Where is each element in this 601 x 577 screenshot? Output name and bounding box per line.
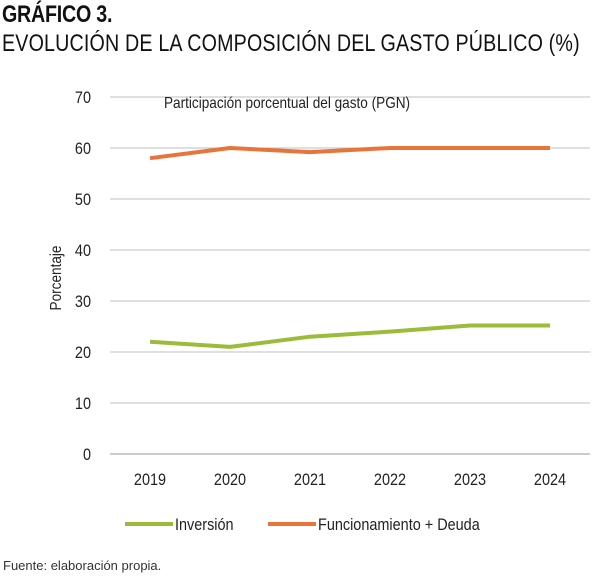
source-note: Fuente: elaboración propia. bbox=[3, 558, 162, 573]
data-point bbox=[548, 146, 552, 150]
data-point bbox=[228, 146, 232, 150]
x-tick-label: 2022 bbox=[374, 471, 406, 489]
data-point bbox=[548, 323, 552, 327]
y-tick-label: 30 bbox=[75, 293, 91, 311]
data-point bbox=[388, 146, 392, 150]
series-line-1 bbox=[149, 323, 550, 349]
x-tick-label: 2020 bbox=[214, 471, 246, 489]
legend-label-1: Inversión bbox=[175, 516, 234, 534]
y-tick-label: 50 bbox=[75, 191, 91, 209]
data-point bbox=[148, 156, 152, 160]
legend-label-2: Funcionamiento + Deuda bbox=[318, 516, 480, 534]
figure-title: EVOLUCIÓN DE LA COMPOSICIÓN DEL GASTO PÚ… bbox=[2, 30, 580, 57]
figure-label: GRÁFICO 3. bbox=[2, 1, 113, 28]
y-tick-label: 60 bbox=[75, 140, 91, 158]
y-tick-label: 0 bbox=[83, 446, 91, 464]
chart-subtitle: Participación porcentual del gasto (PGN) bbox=[164, 95, 410, 112]
data-point bbox=[308, 335, 312, 339]
y-axis-label: Porcentaje bbox=[48, 246, 65, 311]
y-tick-label: 10 bbox=[75, 395, 91, 413]
y-tick-label: 70 bbox=[75, 89, 91, 107]
x-tick-label: 2019 bbox=[134, 471, 166, 489]
data-point bbox=[468, 146, 472, 150]
y-tick-label: 40 bbox=[75, 242, 91, 260]
data-point bbox=[308, 150, 312, 154]
data-point bbox=[468, 323, 472, 327]
x-tick-label: 2024 bbox=[534, 471, 566, 489]
y-tick-label: 20 bbox=[75, 344, 91, 362]
x-tick-label: 2021 bbox=[294, 471, 326, 489]
series-line-2 bbox=[149, 146, 550, 161]
data-point bbox=[148, 340, 152, 344]
data-point bbox=[388, 330, 392, 334]
x-tick-label: 2023 bbox=[454, 471, 486, 489]
data-point bbox=[228, 345, 232, 349]
line-chart: 0 10 20 30 40 50 60 70 2019 2020 2021 2022 2023 2024 P… bbox=[48, 89, 590, 534]
